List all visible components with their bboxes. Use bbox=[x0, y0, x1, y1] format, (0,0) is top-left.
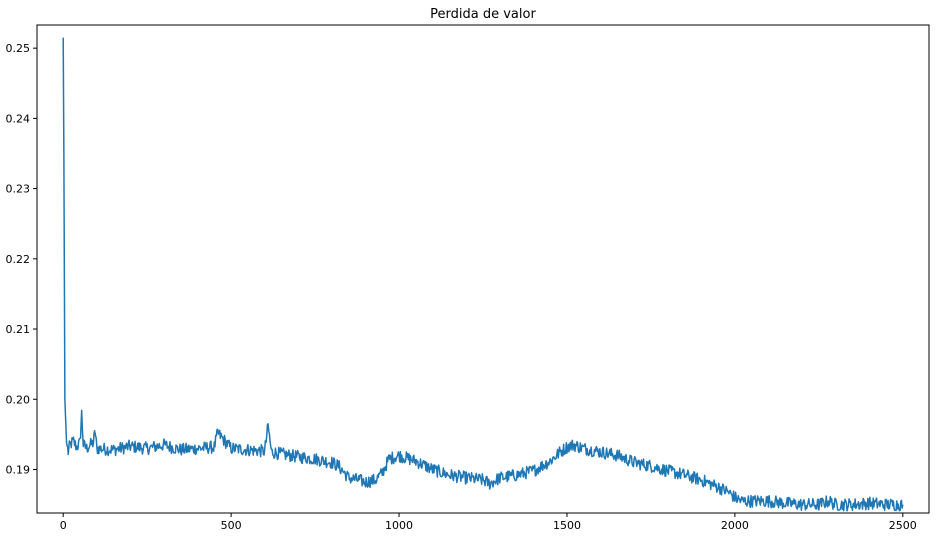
x-tick-label-4: 2000 bbox=[721, 519, 749, 532]
series-line-0 bbox=[62, 37, 904, 512]
x-tick-label-3: 1500 bbox=[553, 519, 581, 532]
x-tick-label-2: 1000 bbox=[385, 519, 413, 532]
y-tick-label-0: 0.19 bbox=[6, 463, 31, 476]
x-tick-label-1: 500 bbox=[221, 519, 242, 532]
y-tick-label-1: 0.20 bbox=[6, 393, 31, 406]
x-tick-label-5: 2500 bbox=[889, 519, 917, 532]
y-tick-label-3: 0.22 bbox=[6, 253, 31, 266]
plot-frame bbox=[36, 24, 930, 514]
chart-title: Perdida de valor bbox=[430, 7, 536, 22]
y-tick-label-5: 0.24 bbox=[6, 112, 31, 125]
y-tick-label-4: 0.23 bbox=[6, 183, 31, 196]
plot-area: 0 500 1000 1500 2000 2500 0.19 0.20 0.21 0.22 0.23… bbox=[6, 24, 930, 532]
y-tick-label-2: 0.21 bbox=[6, 323, 31, 336]
y-tick-label-6: 0.25 bbox=[6, 42, 31, 55]
x-tick-label-0: 0 bbox=[60, 519, 67, 532]
